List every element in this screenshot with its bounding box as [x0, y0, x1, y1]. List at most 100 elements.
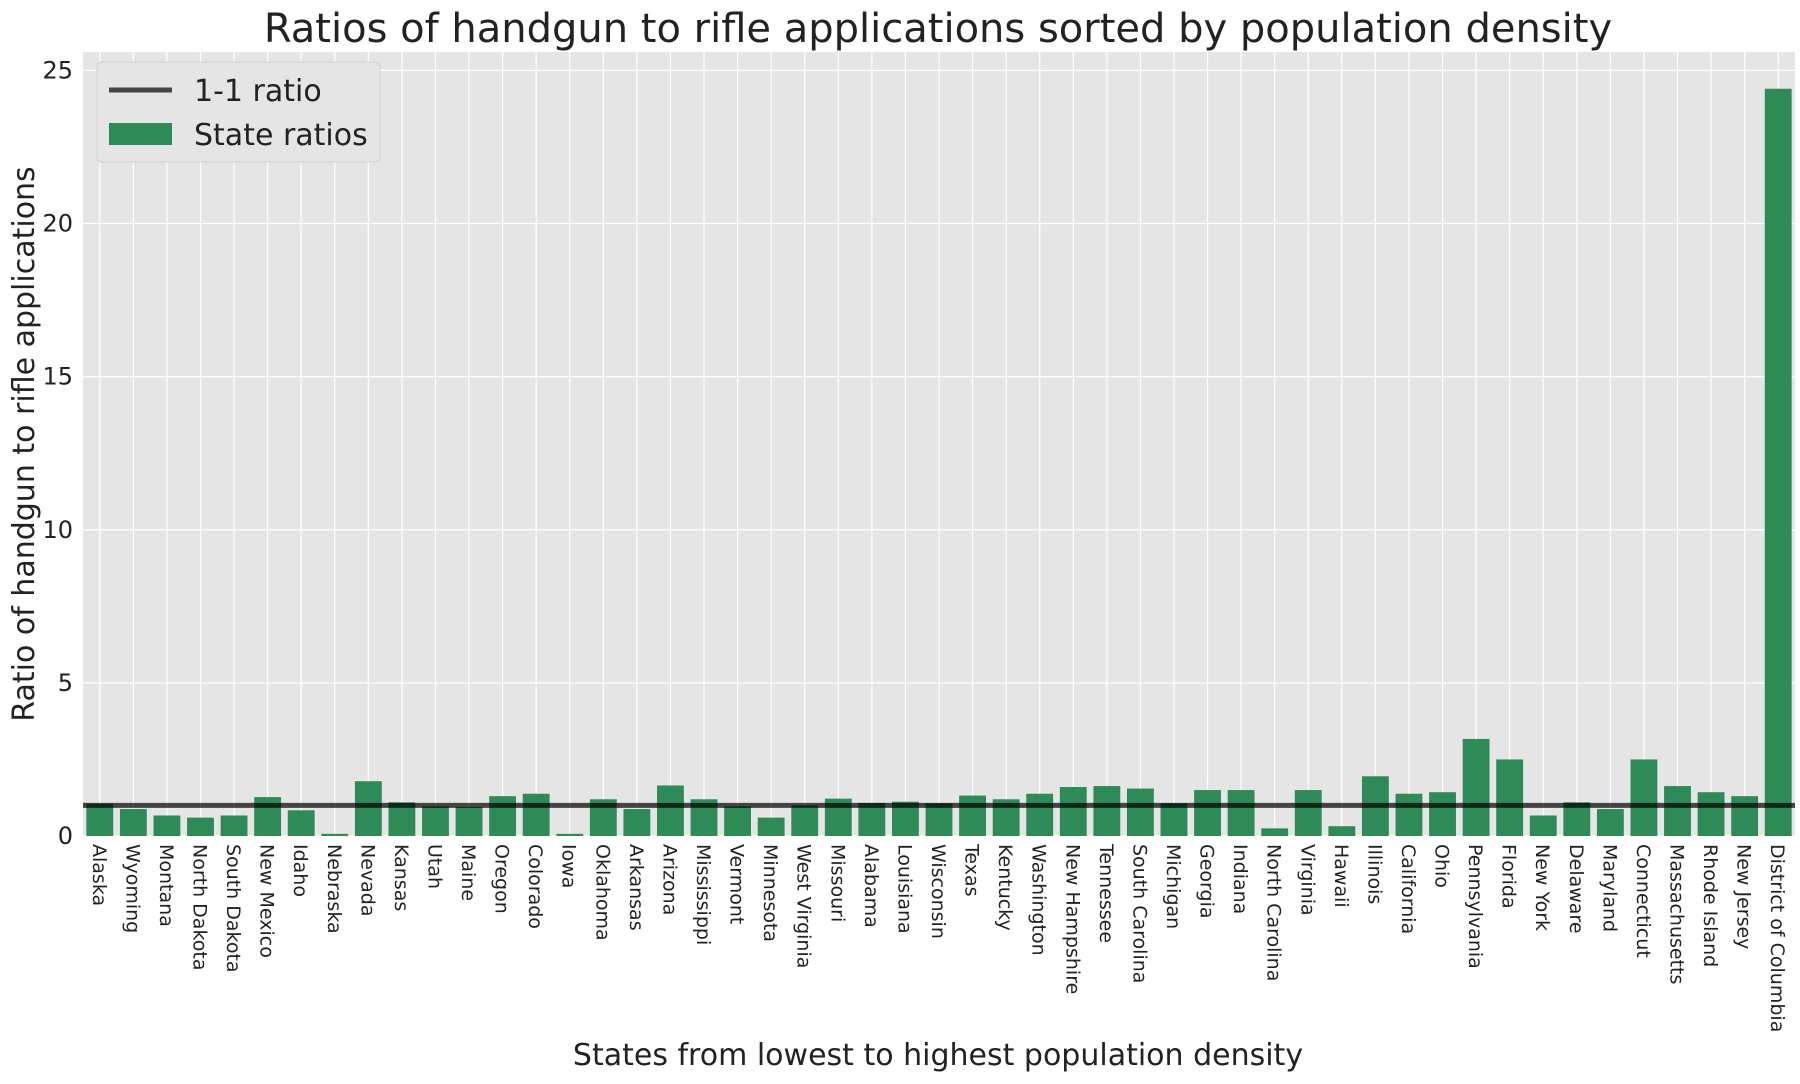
bar — [791, 805, 819, 836]
x-tick-label: South Carolina — [1128, 844, 1150, 983]
x-tick-label: New Mexico — [256, 844, 278, 958]
bar — [657, 785, 684, 836]
x-tick-label: Michigan — [1162, 844, 1184, 929]
x-tick-label: Alaska — [88, 844, 110, 906]
y-tick-label: 5 — [58, 669, 73, 697]
x-tick-label: Hawaii — [1330, 844, 1352, 908]
x-tick-label: Texas — [961, 843, 983, 897]
bar — [1093, 786, 1121, 836]
x-tick-label: South Dakota — [222, 844, 244, 973]
x-tick-label: Massachusetts — [1666, 844, 1688, 984]
bar — [1059, 787, 1087, 836]
x-tick-label: Virginia — [1296, 844, 1318, 916]
grid-lines — [83, 52, 1795, 837]
bar — [1194, 790, 1221, 836]
bar — [1126, 788, 1154, 836]
bar — [455, 806, 483, 836]
x-tick-label: Oklahoma — [591, 844, 613, 941]
legend-label-series: State ratios — [194, 118, 368, 153]
x-tick-label: Mississippi — [692, 844, 714, 945]
bar — [422, 806, 449, 836]
bar — [522, 793, 550, 836]
x-tick-label: Vermont — [726, 844, 748, 924]
bar — [1227, 790, 1255, 836]
x-tick-label: Wyoming — [121, 844, 143, 933]
x-tick-label: Nevada — [356, 844, 378, 917]
y-tick-label: 15 — [42, 363, 73, 391]
x-tick-label: Minnesota — [759, 844, 781, 942]
x-tick-label: New Hampshire — [1061, 844, 1083, 994]
x-tick-label: Illinois — [1363, 844, 1385, 904]
bar — [388, 802, 416, 836]
x-tick-label: Iowa — [558, 844, 580, 888]
x-tick-label: Rhode Island — [1699, 844, 1721, 967]
bar — [153, 815, 181, 836]
x-tick-label: Kansas — [390, 844, 412, 911]
x-tick-label: Oregon — [491, 844, 513, 914]
x-tick-label: Pennsylvania — [1464, 844, 1486, 969]
bar — [1294, 790, 1322, 836]
bar — [86, 803, 114, 836]
bar — [287, 810, 315, 836]
bar — [1160, 803, 1188, 836]
bar — [858, 802, 886, 836]
x-tick-label: New York — [1531, 844, 1553, 931]
y-tick-label: 10 — [42, 516, 73, 544]
bar — [1731, 796, 1759, 836]
chart-legend: 1-1 ratio State ratios — [96, 61, 381, 163]
x-tick-label: California — [1397, 844, 1419, 934]
x-tick-label: Ohio — [1431, 844, 1453, 888]
bar — [1630, 759, 1658, 836]
x-tick-label: Nebraska — [323, 844, 345, 934]
x-tick-label: Missouri — [826, 844, 848, 922]
x-tick-label: Indiana — [1229, 844, 1251, 914]
y-tick-label: 25 — [42, 56, 73, 84]
x-tick-label: Maryland — [1598, 844, 1620, 932]
bar — [959, 795, 986, 836]
x-tick-label: Tennessee — [1095, 843, 1117, 943]
x-tick-label: North Carolina — [1263, 844, 1285, 981]
y-tick-label: 20 — [42, 210, 73, 238]
bar-series — [86, 88, 1792, 836]
bar — [1328, 826, 1356, 836]
y-axis-label: Ratio of handgun to rifle applications — [7, 166, 42, 721]
bar — [354, 781, 382, 836]
bar — [1429, 792, 1456, 836]
bar — [119, 809, 147, 836]
x-tick-label: District of Columbia — [1766, 844, 1788, 1032]
bar — [1697, 792, 1725, 836]
bar — [187, 817, 214, 836]
bar — [1026, 793, 1054, 836]
x-tick-label: Alabama — [860, 844, 882, 928]
y-tick-label: 0 — [58, 822, 73, 850]
bar — [220, 815, 248, 836]
bar — [724, 806, 752, 836]
bar — [757, 817, 785, 836]
bar — [1529, 815, 1557, 836]
x-tick-label: Connecticut — [1632, 844, 1654, 958]
x-tick-label: Kentucky — [994, 844, 1016, 931]
bar — [1563, 802, 1591, 836]
bar — [623, 809, 651, 836]
x-tick-label: Colorado — [524, 844, 546, 929]
y-axis-ticks: 0 5 10 15 20 25 — [42, 56, 73, 850]
x-tick-label: Wisconsin — [927, 844, 949, 939]
bar — [1664, 786, 1691, 836]
bar — [1395, 793, 1423, 836]
bar — [1764, 88, 1792, 836]
x-tick-label: Arizona — [658, 844, 680, 915]
chart-title: Ratios of handgun to rifle applications … — [264, 6, 1612, 52]
x-axis-ticks: Alaska Wyoming Montana North Dakota South Da… — [88, 843, 1788, 1032]
bar — [925, 803, 953, 836]
x-tick-label: Utah — [423, 844, 445, 889]
x-tick-label: Georgia — [1196, 844, 1218, 919]
x-tick-label: Louisiana — [893, 844, 915, 934]
bar — [489, 796, 517, 836]
x-tick-label: Delaware — [1565, 844, 1587, 934]
bar — [1596, 809, 1624, 836]
legend-bar-swatch — [109, 123, 172, 145]
x-tick-label: Maine — [457, 844, 479, 901]
x-axis-label: States from lowest to highest population… — [573, 1038, 1303, 1073]
